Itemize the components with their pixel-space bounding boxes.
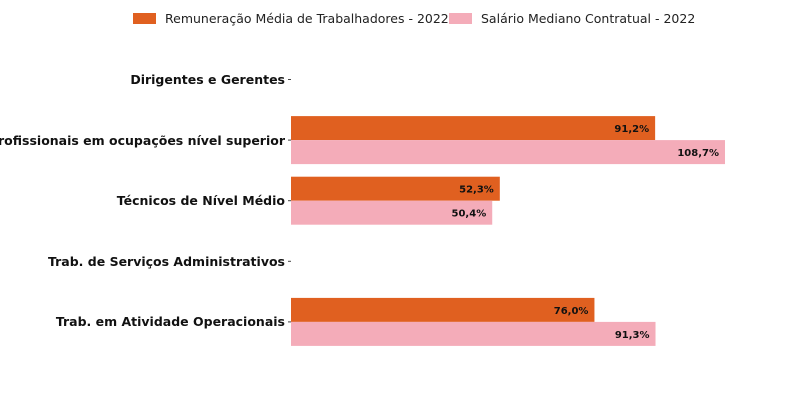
bar-label-series0-cat1: 91,2% [614,124,649,135]
legend-swatch-remuneracao [133,13,156,24]
legend-swatch-salario [449,13,472,24]
bar-series1-cat2 [291,200,493,225]
bars [291,116,725,346]
category-label-atividade-operacionais: Trab. em Atividade Operacionais [56,314,285,329]
bar-series0-cat4 [291,297,595,322]
bar-label-series1-cat2: 50,4% [452,209,487,220]
legend-label-salario: Salário Mediano Contratual - 2022 [481,11,695,26]
category-label-servicos-administrativos: Trab. de Serviços Administrativos [48,254,285,269]
y-axis-ticks [288,79,291,323]
bar-label-series1-cat1: 108,7% [677,148,719,159]
bar-labels: 91,2% 108,7% 52,3% 50,4% 76,0% 91,3% [452,124,719,341]
bar-series1-cat4 [291,321,656,346]
bar-label-series1-cat4: 91,3% [615,330,650,341]
bar-series0-cat1 [291,116,656,141]
bar-label-series0-cat4: 76,0% [554,306,589,317]
bar-series1-cat1 [291,140,725,165]
legend-label-remuneracao: Remuneração Média de Trabalhadores - 202… [165,11,449,26]
category-label-profissionais: Profissionais em ocupações nível superio… [0,133,286,148]
bar-label-series0-cat2: 52,3% [459,185,494,196]
category-labels: Dirigentes e Gerentes Profissionais em o… [0,72,286,329]
legend: Remuneração Média de Trabalhadores - 202… [133,11,695,26]
category-label-dirigentes: Dirigentes e Gerentes [130,72,285,87]
bar-series0-cat2 [291,176,500,201]
category-label-tecnicos: Técnicos de Nível Médio [117,193,286,208]
